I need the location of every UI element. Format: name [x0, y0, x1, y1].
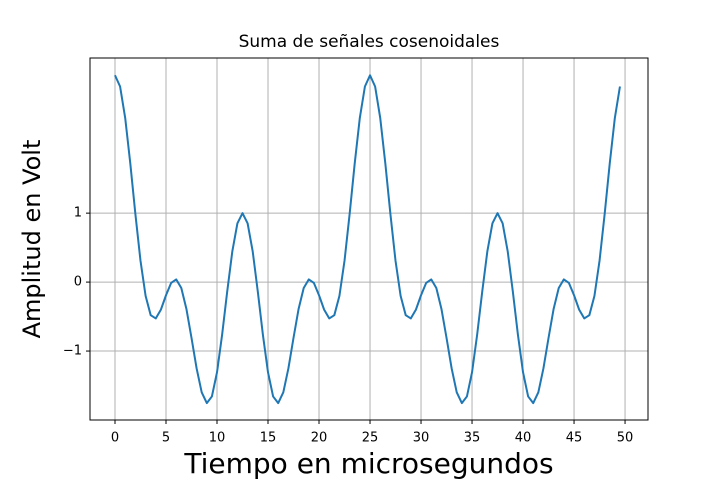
line-series — [114, 74, 621, 405]
x-tick-label: 35 — [464, 431, 481, 446]
y-tick-label: −1 — [63, 344, 82, 359]
x-tick-label: 30 — [413, 431, 430, 446]
x-tick-label: 40 — [515, 431, 532, 446]
x-tick-label: 5 — [162, 431, 170, 446]
x-tick-label: 15 — [260, 431, 277, 446]
x-tick-label: 10 — [209, 431, 226, 446]
x-tick-label: 0 — [111, 431, 119, 446]
x-axis-label: Tiempo en microsegundos — [183, 447, 553, 480]
x-tick-label: 20 — [311, 431, 328, 446]
y-tick-label: 1 — [74, 206, 82, 221]
x-tick-label: 45 — [566, 431, 583, 446]
y-tick-label: 0 — [74, 275, 82, 290]
y-axis-label: Amplitud en Volt — [18, 140, 46, 339]
chart-title: Suma de señales cosenoidales — [239, 32, 500, 52]
plot-frame — [89, 57, 649, 421]
x-tick-label: 25 — [362, 431, 379, 446]
x-tick-label: 50 — [617, 431, 634, 446]
